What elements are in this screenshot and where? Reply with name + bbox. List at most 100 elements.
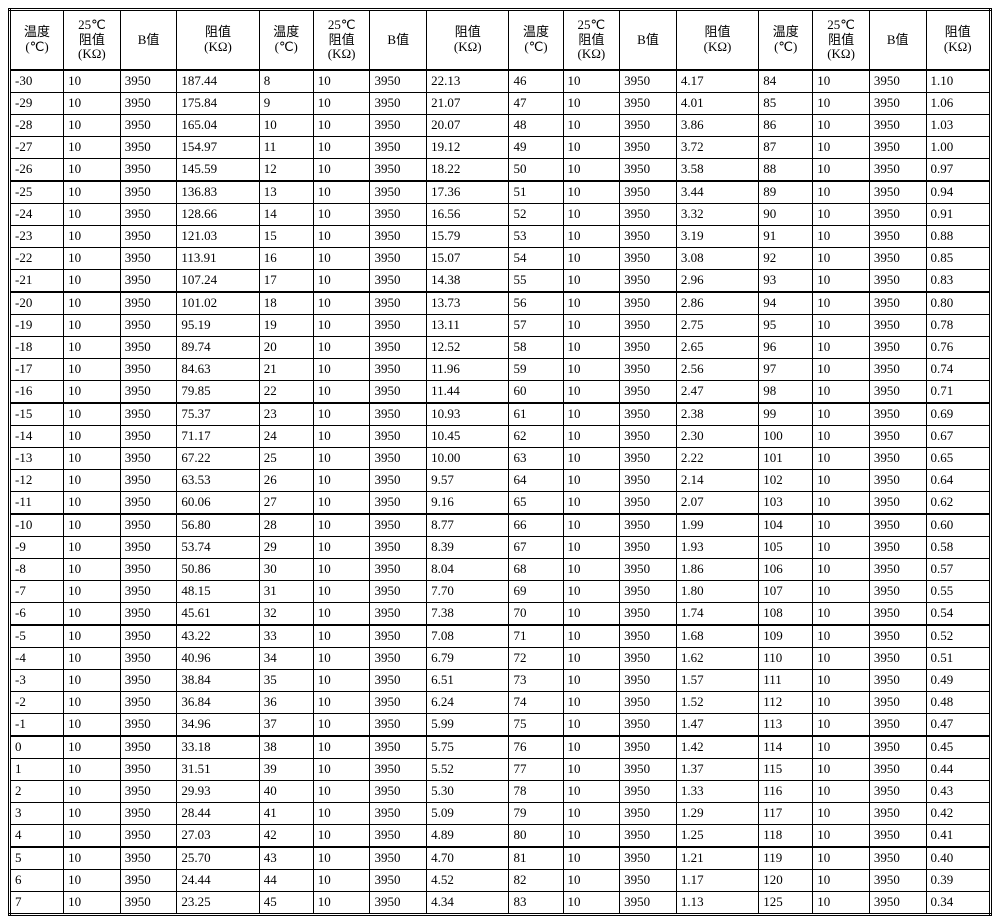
b-cell: 3950 — [120, 470, 177, 492]
table-row: -24103950128.661410395016.56521039503.32… — [10, 204, 991, 226]
b-cell: 3950 — [120, 137, 177, 159]
r25-cell: 10 — [813, 492, 870, 515]
b-cell: 3950 — [869, 403, 926, 426]
b-cell: 3950 — [120, 337, 177, 359]
res-cell: 0.51 — [926, 648, 990, 670]
res-cell: 50.86 — [177, 559, 259, 581]
res-cell: 3.32 — [676, 204, 758, 226]
table-row: -210395036.84361039506.24741039501.52112… — [10, 692, 991, 714]
r25-cell: 10 — [313, 603, 370, 626]
r25-cell: 10 — [64, 492, 121, 515]
b-cell: 3950 — [120, 714, 177, 737]
table-header: 温度 (℃)25℃ 阻值 (KΩ)B值阻值 (KΩ)温度 (℃)25℃ 阻值 (… — [10, 10, 991, 71]
r25-cell: 10 — [563, 803, 620, 825]
temp-cell: 96 — [759, 337, 813, 359]
b-cell: 3950 — [869, 448, 926, 470]
b-cell: 3950 — [620, 337, 677, 359]
r25-cell: 10 — [64, 736, 121, 759]
b-cell: 3950 — [120, 93, 177, 115]
b-cell: 3950 — [370, 292, 427, 315]
res-cell: 3.58 — [676, 159, 758, 182]
res-cell: 3.19 — [676, 226, 758, 248]
temp-cell: 75 — [509, 714, 563, 737]
b-cell: 3950 — [620, 426, 677, 448]
r25-cell: 10 — [563, 492, 620, 515]
b-cell: 3950 — [370, 803, 427, 825]
r25-cell: 10 — [563, 825, 620, 848]
b-cell: 3950 — [869, 759, 926, 781]
table-row: -26103950145.591210395018.22501039503.58… — [10, 159, 991, 182]
table-row: -23103950121.031510395015.79531039503.19… — [10, 226, 991, 248]
r25-cell: 10 — [813, 759, 870, 781]
temp-cell: 125 — [759, 892, 813, 915]
b-cell: 3950 — [370, 93, 427, 115]
temp-cell: -29 — [10, 93, 64, 115]
temp-cell: 21 — [259, 359, 313, 381]
r25-cell: 10 — [64, 448, 121, 470]
temp-cell: 104 — [759, 514, 813, 537]
temp-cell: -11 — [10, 492, 64, 515]
b-cell: 3950 — [620, 759, 677, 781]
table-row: -1210395063.53261039509.57641039502.1410… — [10, 470, 991, 492]
r25-cell: 10 — [313, 870, 370, 892]
res-cell: 1.21 — [676, 847, 758, 870]
r25-cell: 10 — [813, 426, 870, 448]
res-cell: 15.07 — [427, 248, 509, 270]
r25-cell: 10 — [313, 514, 370, 537]
res-cell: 79.85 — [177, 381, 259, 404]
res-cell: 17.36 — [427, 181, 509, 204]
b-cell: 3950 — [120, 70, 177, 93]
res-cell: 23.25 — [177, 892, 259, 915]
temp-cell: 38 — [259, 736, 313, 759]
res-cell: 0.78 — [926, 315, 990, 337]
res-cell: 12.52 — [427, 337, 509, 359]
r25-cell: 10 — [313, 803, 370, 825]
temp-cell: -7 — [10, 581, 64, 603]
b-cell: 3950 — [370, 337, 427, 359]
temp-cell: 107 — [759, 581, 813, 603]
temp-cell: 0 — [10, 736, 64, 759]
temp-cell: 72 — [509, 648, 563, 670]
r25-cell: 10 — [813, 292, 870, 315]
b-cell: 3950 — [869, 492, 926, 515]
temp-cell: 85 — [759, 93, 813, 115]
b-cell: 3950 — [620, 803, 677, 825]
r25-cell: 10 — [64, 759, 121, 781]
res-cell: 2.07 — [676, 492, 758, 515]
res-cell: 7.38 — [427, 603, 509, 626]
r25-cell: 10 — [64, 381, 121, 404]
temp-cell: -1 — [10, 714, 64, 737]
b-cell: 3950 — [620, 781, 677, 803]
res-cell: 0.39 — [926, 870, 990, 892]
b-cell: 3950 — [620, 115, 677, 137]
temp-cell: 31 — [259, 581, 313, 603]
temp-cell: 69 — [509, 581, 563, 603]
res-cell: 2.22 — [676, 448, 758, 470]
b-cell: 3950 — [869, 292, 926, 315]
res-cell: 89.74 — [177, 337, 259, 359]
b-cell: 3950 — [120, 181, 177, 204]
b-cell: 3950 — [370, 137, 427, 159]
col-header-temp: 温度 (℃) — [10, 10, 64, 71]
b-cell: 3950 — [120, 226, 177, 248]
r25-cell: 10 — [813, 137, 870, 159]
b-cell: 3950 — [620, 603, 677, 626]
temp-cell: -23 — [10, 226, 64, 248]
r25-cell: 10 — [813, 514, 870, 537]
res-cell: 2.38 — [676, 403, 758, 426]
b-cell: 3950 — [869, 625, 926, 648]
res-cell: 20.07 — [427, 115, 509, 137]
r25-cell: 10 — [64, 825, 121, 848]
temp-cell: 5 — [10, 847, 64, 870]
b-cell: 3950 — [620, 270, 677, 293]
temp-cell: 40 — [259, 781, 313, 803]
thermistor-table: 温度 (℃)25℃ 阻值 (KΩ)B值阻值 (KΩ)温度 (℃)25℃ 阻值 (… — [8, 8, 992, 916]
res-cell: 5.30 — [427, 781, 509, 803]
col-header-r25: 25℃ 阻值 (KΩ) — [64, 10, 121, 71]
temp-cell: 86 — [759, 115, 813, 137]
r25-cell: 10 — [64, 803, 121, 825]
b-cell: 3950 — [120, 248, 177, 270]
b-cell: 3950 — [120, 648, 177, 670]
temp-cell: -25 — [10, 181, 64, 204]
r25-cell: 10 — [563, 559, 620, 581]
